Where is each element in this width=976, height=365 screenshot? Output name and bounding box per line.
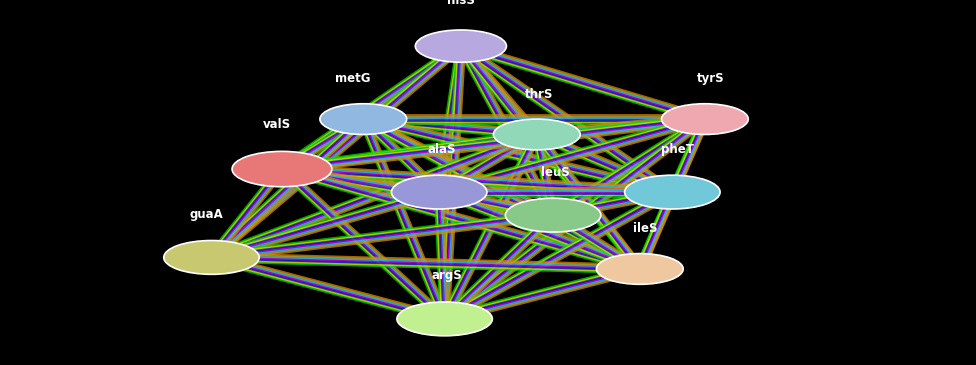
Text: argS: argS bbox=[431, 269, 463, 283]
Circle shape bbox=[506, 198, 601, 232]
Circle shape bbox=[232, 151, 332, 187]
Text: metG: metG bbox=[335, 72, 370, 85]
Circle shape bbox=[625, 175, 720, 209]
Text: thrS: thrS bbox=[525, 88, 553, 101]
Circle shape bbox=[662, 104, 749, 134]
Text: tyrS: tyrS bbox=[697, 72, 724, 85]
Circle shape bbox=[320, 104, 407, 134]
Circle shape bbox=[416, 30, 507, 62]
Text: alaS: alaS bbox=[427, 143, 456, 155]
Circle shape bbox=[494, 119, 580, 150]
Circle shape bbox=[397, 302, 492, 336]
Circle shape bbox=[164, 241, 260, 274]
Text: leuS: leuS bbox=[541, 166, 570, 178]
Text: guaA: guaA bbox=[189, 208, 223, 221]
Text: ileS: ileS bbox=[633, 222, 658, 235]
Text: valS: valS bbox=[263, 118, 291, 131]
Text: pheT: pheT bbox=[662, 143, 694, 155]
Text: hisS: hisS bbox=[447, 0, 475, 7]
Circle shape bbox=[596, 254, 683, 284]
Circle shape bbox=[391, 175, 487, 209]
